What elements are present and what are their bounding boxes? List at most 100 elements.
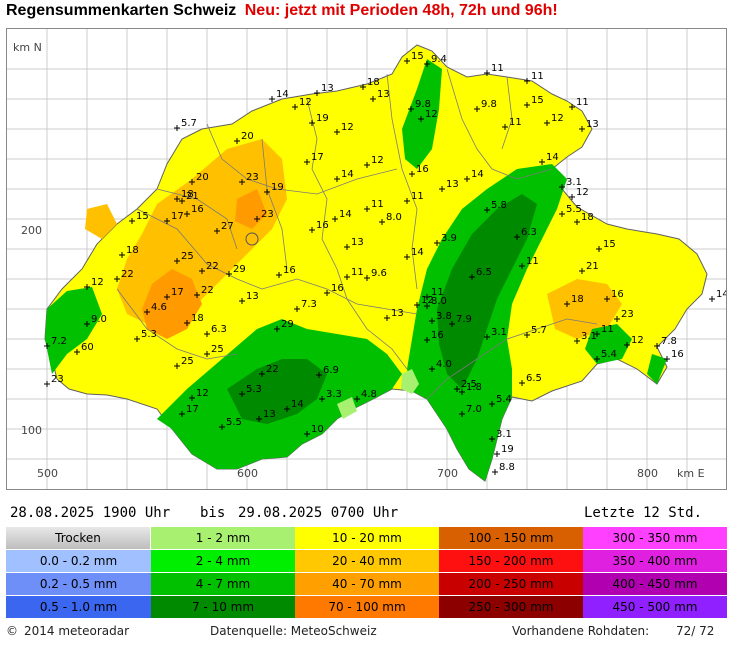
- station-marker: 13: [384, 308, 404, 321]
- station-marker: 16: [184, 204, 204, 217]
- station-marker: 8.8: [492, 462, 515, 475]
- copyright: 2014 meteoradar: [24, 624, 130, 638]
- station-marker: 18: [360, 77, 380, 90]
- station-marker: 5.4: [489, 394, 512, 407]
- period-row: 28.08.2025 1900 Uhr bis 29.08.2025 0700 …: [10, 505, 725, 521]
- station-marker: 22: [194, 285, 214, 298]
- station-marker: 12: [334, 122, 354, 135]
- station-marker: 16: [276, 265, 296, 278]
- station-marker: 12: [569, 187, 589, 200]
- station-marker: 16: [604, 289, 624, 302]
- legend-item-label: 100 - 150 mm: [468, 531, 554, 545]
- station-value: 17: [171, 211, 184, 222]
- station-value: 18: [367, 77, 380, 88]
- station-value: 14: [471, 169, 484, 180]
- station-value: 23: [621, 309, 634, 320]
- station-marker: 3.3: [319, 389, 342, 402]
- legend-dry: Trocken: [6, 527, 151, 549]
- station-value: 14: [546, 152, 559, 163]
- station-value: 5.3: [246, 384, 262, 395]
- legend-item: 100 - 150 mm: [439, 527, 583, 549]
- legend-item: 150 - 200 mm: [439, 550, 583, 572]
- station-value: 16: [283, 265, 296, 276]
- station-value: 60: [81, 342, 94, 353]
- station-value: 5.7: [531, 325, 547, 336]
- station-marker: 1.8: [459, 382, 482, 395]
- station-value: 29: [233, 264, 246, 275]
- station-value: 15: [136, 211, 149, 222]
- station-value: 12: [631, 335, 644, 346]
- axis-label-north: km N: [13, 41, 42, 54]
- station-value: 3.8: [436, 311, 452, 322]
- station-marker: 16: [424, 330, 444, 343]
- rawdata-value: 72/ 72: [676, 624, 715, 638]
- station-value: 16: [316, 220, 329, 231]
- station-value: 1.8: [466, 382, 482, 393]
- station-marker: 20: [189, 172, 209, 185]
- station-marker: 13: [439, 179, 459, 192]
- precipitation-map: km N km E 200 100 500 600 700 800 15 9.4 1…: [7, 29, 726, 489]
- legend-item-label: 450 - 500 mm: [612, 600, 698, 614]
- station-marker: 13: [344, 237, 364, 250]
- station-marker: 14: [539, 152, 559, 165]
- legend-dry-label: Trocken: [55, 531, 101, 545]
- station-marker: 23: [614, 309, 634, 322]
- station-marker: 21: [579, 261, 599, 274]
- station-value: 9.8: [481, 99, 497, 110]
- station-value: 8.0: [431, 296, 447, 307]
- station-value: 7.3: [301, 299, 317, 310]
- station-marker: 12: [189, 388, 209, 401]
- period-separator: bis: [200, 505, 226, 521]
- station-value: 16: [191, 204, 204, 215]
- station-value: 13: [321, 83, 334, 94]
- station-value: 16: [431, 330, 444, 341]
- station-marker: 5.7: [524, 325, 547, 338]
- station-marker: 16: [664, 349, 684, 362]
- legend-item-label: 20 - 40 mm: [332, 554, 402, 568]
- station-marker: 16: [309, 220, 329, 233]
- station-value: 13: [586, 119, 599, 130]
- station-marker: 3.1: [559, 177, 582, 190]
- data-source: Datenquelle: MeteoSchweiz: [210, 624, 377, 638]
- station-value: 5.4: [601, 349, 617, 360]
- station-marker: 15: [129, 211, 149, 224]
- station-marker: 6.5: [469, 267, 492, 280]
- station-marker: 11: [424, 287, 444, 300]
- station-marker: 6.9: [316, 365, 339, 378]
- station-value: 11: [526, 256, 539, 267]
- station-value: 9.6: [371, 268, 387, 279]
- station-marker: 19: [309, 113, 329, 126]
- station-marker: 18: [184, 313, 204, 326]
- station-marker: 6.5: [519, 373, 542, 386]
- legend: Trocken 0.0 - 0.2 mm 0.2 - 0.5 mm 0.5 - 1.…: [6, 527, 727, 618]
- station-marker: 15: [596, 239, 616, 252]
- station-value: 23: [246, 172, 259, 183]
- station-value: 19: [316, 113, 329, 124]
- period-last: Letzte 12 Std.: [584, 505, 703, 521]
- station-value: 22: [121, 269, 134, 280]
- station-value: 8.8: [499, 462, 515, 473]
- station-marker: 5.8: [484, 200, 507, 213]
- station-value: 5.5: [226, 417, 242, 428]
- station-marker: 18: [564, 294, 584, 307]
- legend-item: 40 - 70 mm: [295, 573, 439, 595]
- station-value: 16: [416, 164, 429, 175]
- station-value: 12: [576, 187, 589, 198]
- station-marker: 13: [579, 119, 599, 132]
- station-marker: 17: [179, 404, 199, 417]
- station-marker: 15: [524, 95, 544, 108]
- station-value: 27: [221, 221, 234, 232]
- station-marker: 12: [624, 335, 644, 348]
- station-marker: 12: [418, 109, 438, 122]
- station-value: 22: [206, 261, 219, 272]
- station-value: 3.1: [491, 327, 507, 338]
- legend-item: 2 - 4 mm: [151, 550, 295, 572]
- legend-item: 1 - 2 mm: [151, 527, 295, 549]
- canton-borders: [116, 68, 598, 400]
- legend-item-label: 2 - 4 mm: [195, 554, 251, 568]
- station-value: 20: [196, 172, 209, 183]
- station-marker: 13: [256, 409, 276, 422]
- legend-item-label: 400 - 450 mm: [612, 577, 698, 591]
- station-value: 21: [186, 191, 199, 202]
